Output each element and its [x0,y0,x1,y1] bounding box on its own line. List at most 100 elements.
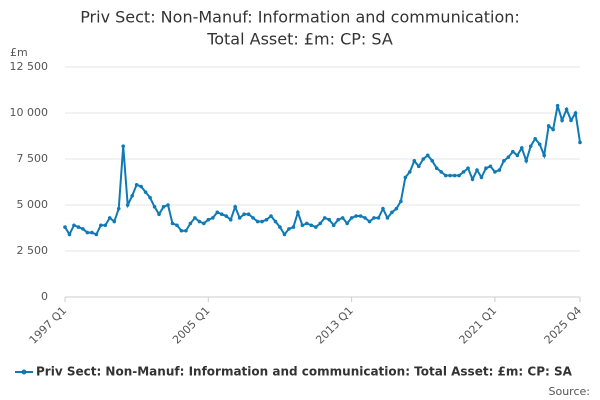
point [193,216,197,220]
point [85,230,90,235]
point [121,144,126,148]
point [466,166,470,170]
point [139,184,143,189]
point [228,217,233,222]
point [72,223,76,228]
point [166,203,170,207]
y-tick-label: 10 000 [10,106,49,119]
point [219,212,224,216]
point [515,153,520,158]
y-tick-label: 7 500 [17,152,49,165]
point [484,166,488,170]
point [327,217,332,222]
point [403,175,408,180]
point [90,230,94,235]
point [260,219,264,224]
point [555,103,560,108]
point [116,206,121,211]
point [76,225,81,229]
point [296,210,300,215]
x-tick-label: 2005 Q1 [170,304,213,347]
point [564,107,569,112]
line [64,105,581,237]
point [170,221,175,226]
x-tick-label: 2021 Q1 [457,304,500,347]
point [385,216,390,220]
point [461,170,466,174]
point [175,223,179,228]
point [376,216,381,220]
point [457,173,461,178]
point [63,225,67,229]
point [322,216,327,220]
point [416,164,421,169]
point [202,221,206,226]
point [533,136,538,141]
point [412,159,417,163]
y-tick-label: 2 500 [17,244,49,257]
point [81,227,85,231]
point [318,221,323,226]
point [399,199,403,204]
source: Source: [549,385,591,398]
x-tick-label: 2025 Q4 [542,304,585,347]
point [578,140,582,145]
point [354,214,358,218]
point [206,217,211,222]
legend-marker [21,369,27,375]
point [246,212,251,216]
point [394,206,399,211]
point [157,212,161,216]
point [560,118,564,123]
point [448,173,452,178]
y-axis-label: £m [10,46,28,59]
point [107,216,112,220]
point [542,153,546,158]
point [497,168,502,172]
x-tick-label: 1997 Q1 [27,304,70,347]
point [152,205,157,209]
point [546,124,551,128]
point [345,221,349,226]
point [148,195,152,200]
point [255,219,260,224]
point [390,210,394,215]
point [452,173,457,178]
point [134,182,139,187]
point [502,159,506,163]
point [300,223,305,228]
point [349,216,354,220]
point [511,149,515,154]
point [184,228,188,233]
point [479,175,484,180]
y-tick-label: 0 [41,290,48,303]
point [233,205,237,209]
point [287,227,291,231]
y-tick-label: 5 000 [17,198,49,211]
chart-title: Priv Sect: Non-Manuf: Information and co… [80,8,520,27]
point [358,214,363,218]
point [210,216,215,220]
point [439,170,443,174]
point [569,118,573,123]
point [573,111,578,115]
point [273,219,278,224]
point [103,223,108,228]
point [421,157,426,161]
point [143,190,148,194]
point [313,225,318,229]
point [425,153,430,158]
point [434,166,439,170]
point [112,219,117,224]
point [269,214,273,218]
point [430,159,435,163]
point [506,155,511,159]
point [381,206,385,211]
legend-label: Priv Sect: Non-Manuf: Information and co… [36,365,573,379]
point [197,219,202,224]
point [443,173,448,178]
point [551,127,555,132]
point [493,170,497,174]
point [99,223,103,228]
point [408,170,412,174]
